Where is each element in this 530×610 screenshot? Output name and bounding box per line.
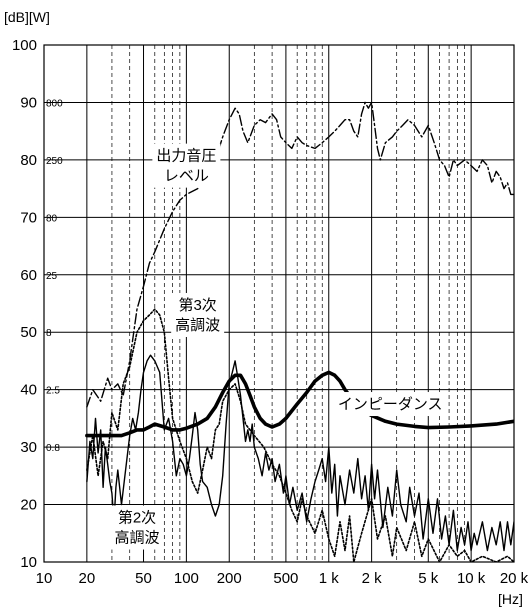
y-tick-label: 90: [20, 94, 37, 111]
w-tick-label: 8: [46, 328, 52, 339]
annotation-text: 第3次: [178, 296, 216, 314]
x-tick-label: 50: [135, 570, 152, 587]
annotation: インピーダンス: [333, 392, 447, 417]
annotation-text: 第2次: [118, 509, 156, 527]
plot-frame: [43, 44, 515, 563]
w-tick-label: 250: [46, 156, 63, 167]
x-tick-label: 100: [174, 570, 199, 587]
annotation-text: レベル: [164, 168, 209, 185]
x-tick-label: 200: [217, 570, 242, 587]
grid: [43, 44, 515, 563]
w-tick-label: 25: [46, 271, 58, 282]
w-tick-label: 0.8: [46, 443, 60, 454]
annotation-text: インピーダンス: [338, 396, 443, 413]
w-tick-label: 800: [46, 98, 63, 109]
y-unit-label: [dB][W]: [4, 9, 50, 25]
annotation-bg: [171, 292, 225, 337]
y-tick-label: 70: [20, 209, 37, 226]
y-tick-label: 60: [20, 267, 37, 284]
annotation-bg: [110, 505, 164, 550]
y-tick-label: 50: [20, 324, 37, 341]
annotation-text: 出力音圧: [156, 148, 216, 165]
series-line: [86, 308, 514, 562]
x-tick-label: 2 k: [362, 570, 383, 587]
y-tick-label: 20: [20, 497, 37, 514]
y-tick-label: 30: [20, 439, 37, 456]
x-tick-label: 500: [273, 570, 298, 587]
x-tick-label: 1 k: [319, 570, 340, 587]
x-tick-label: 10: [36, 570, 53, 587]
annotation-bg: [152, 143, 221, 188]
w-tick-label: 2.5: [46, 386, 60, 397]
series-line: [85, 370, 514, 438]
series-line: [86, 101, 514, 408]
annotation-text: 高調波: [114, 530, 159, 547]
w-tick-label: 80: [46, 213, 58, 224]
series-line: [86, 354, 514, 552]
axis-tick-labels: 10 20 50 100 200 500 1 k 2 k 5 k 10 k 20 k 10 20 30 40…: [12, 37, 529, 587]
y-tick-label: 10: [20, 554, 37, 571]
x-tick-label: 20 k: [500, 570, 529, 587]
annotation-bg: [333, 392, 447, 417]
y-tick-label: 40: [20, 382, 37, 399]
y-tick-label: 80: [20, 152, 37, 169]
x-tick-label: 20: [79, 570, 96, 587]
x-unit-label: [Hz]: [498, 591, 523, 607]
y-tick-label: 100: [12, 37, 37, 54]
x-tick-label: 5 k: [418, 570, 439, 587]
x-tick-label: 10 k: [457, 570, 486, 587]
annotation-text: 高調波: [175, 317, 220, 334]
series-layer: [85, 101, 514, 562]
